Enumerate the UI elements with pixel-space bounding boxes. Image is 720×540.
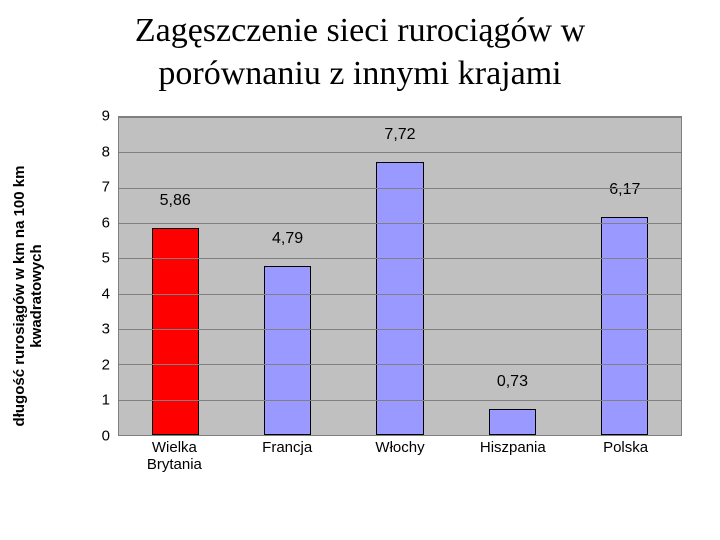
gridline <box>119 400 681 401</box>
bar-value-label: 0,73 <box>497 373 528 391</box>
x-tick-label: Polska <box>603 440 648 457</box>
y-tick-column: 0123456789 <box>90 116 114 436</box>
y-tick-label: 6 <box>102 214 110 231</box>
x-tick-label: Włochy <box>375 440 424 457</box>
bar-value-label: 5,86 <box>160 192 191 210</box>
bar-value-label: 6,17 <box>609 181 640 199</box>
bar <box>601 217 648 435</box>
bar-chart: długość rurosiągów w km na 100 km kwadra… <box>46 116 682 476</box>
x-tick-label: Francja <box>262 440 312 457</box>
title-line-1: Zagęszczenie sieci rurociągów w <box>135 12 585 49</box>
title-line-2: porównaniu z innymi krajami <box>158 55 561 92</box>
gridline <box>119 329 681 330</box>
bar <box>489 409 536 435</box>
gridline <box>119 294 681 295</box>
gridline <box>119 188 681 189</box>
y-tick-label: 4 <box>102 285 110 302</box>
y-tick-label: 1 <box>102 392 110 409</box>
y-tick-label: 8 <box>102 143 110 160</box>
plot-area: 5,86 4,79 7,72 0,73 6,17 <box>118 116 682 436</box>
gridline <box>119 223 681 224</box>
x-tick-label: Hiszpania <box>480 440 546 457</box>
x-tick-row: Wielka Brytania Francja Włochy Hiszpania Pol… <box>118 436 682 476</box>
page: Zagęszczenie sieci rurociągów w porównan… <box>0 0 720 540</box>
plot-area-with-axes: 0123456789 5,864,797,720,736,17 Wielka B… <box>90 116 682 436</box>
y-tick-label: 3 <box>102 321 110 338</box>
y-tick-label: 0 <box>102 428 110 445</box>
x-tick-label: Wielka Brytania <box>147 440 202 473</box>
bar-value-label: 7,72 <box>384 126 415 144</box>
y-tick-label: 2 <box>102 356 110 373</box>
plot-inner: 5,86 4,79 7,72 0,73 6,17 <box>119 117 681 435</box>
bar <box>264 266 311 435</box>
page-title: Zagęszczenie sieci rurociągów w porównan… <box>0 0 720 95</box>
gridline <box>119 258 681 259</box>
gridline <box>119 364 681 365</box>
y-axis-label: długość rurosiągów w km na 100 km kwadra… <box>11 166 45 427</box>
gridline <box>119 117 681 118</box>
gridline <box>119 152 681 153</box>
y-tick-label: 5 <box>102 250 110 267</box>
y-tick-label: 7 <box>102 179 110 196</box>
bar <box>376 162 423 435</box>
bar-value-label: 4,79 <box>272 230 303 248</box>
y-tick-label: 9 <box>102 108 110 125</box>
bars-layer: 5,86 4,79 7,72 0,73 6,17 <box>119 117 681 435</box>
